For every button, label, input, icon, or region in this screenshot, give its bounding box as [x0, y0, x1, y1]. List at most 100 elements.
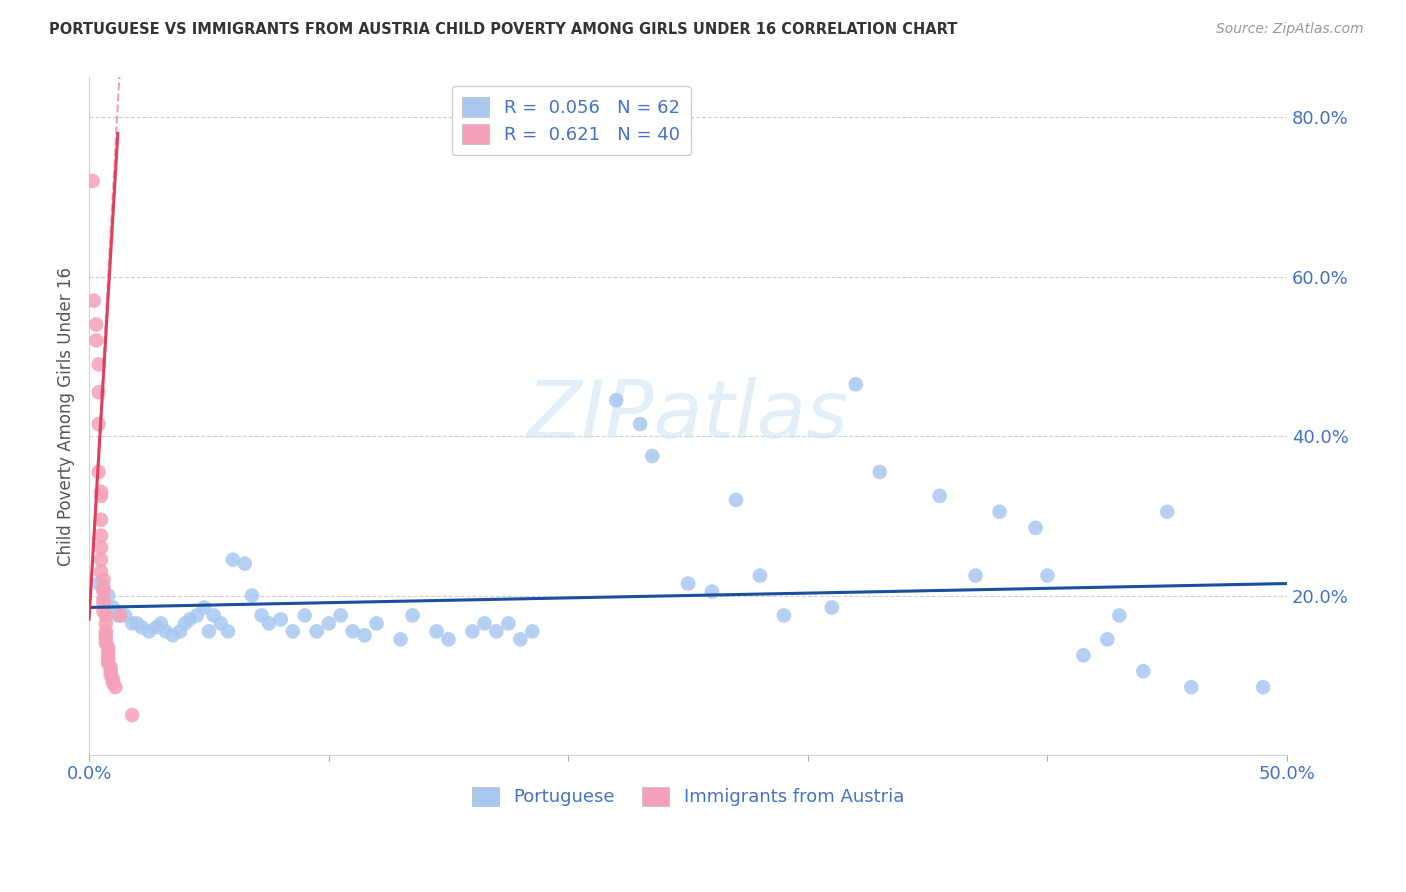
- Point: [1180, 680, 1202, 694]
- Point: [498, 616, 520, 631]
- Point: [83, 293, 105, 308]
- Point: [401, 608, 423, 623]
- Point: [845, 377, 868, 392]
- Point: [107, 608, 129, 623]
- Point: [97, 652, 120, 666]
- Point: [821, 600, 844, 615]
- Point: [700, 584, 723, 599]
- Point: [1073, 648, 1095, 663]
- Point: [641, 449, 664, 463]
- Point: [93, 581, 115, 595]
- Point: [94, 616, 117, 631]
- Point: [928, 489, 950, 503]
- Point: [676, 576, 699, 591]
- Point: [250, 608, 273, 623]
- Point: [318, 616, 340, 631]
- Point: [90, 565, 112, 579]
- Point: [509, 632, 531, 647]
- Point: [1251, 680, 1274, 694]
- Point: [169, 624, 191, 639]
- Point: [174, 616, 197, 631]
- Point: [198, 624, 221, 639]
- Point: [773, 608, 796, 623]
- Point: [94, 636, 117, 650]
- Point: [437, 632, 460, 647]
- Point: [1097, 632, 1119, 647]
- Point: [724, 492, 747, 507]
- Point: [94, 624, 117, 639]
- Point: [93, 573, 115, 587]
- Point: [353, 628, 375, 642]
- Point: [233, 557, 256, 571]
- Point: [342, 624, 364, 639]
- Point: [121, 708, 143, 723]
- Point: [145, 620, 167, 634]
- Point: [93, 592, 115, 607]
- Point: [217, 624, 239, 639]
- Point: [87, 576, 110, 591]
- Point: [90, 484, 112, 499]
- Text: Source: ZipAtlas.com: Source: ZipAtlas.com: [1216, 22, 1364, 37]
- Point: [82, 174, 104, 188]
- Point: [988, 505, 1011, 519]
- Point: [474, 616, 496, 631]
- Point: [1132, 664, 1154, 678]
- Legend: Portuguese, Immigrants from Austria: Portuguese, Immigrants from Austria: [465, 780, 911, 814]
- Point: [101, 676, 124, 690]
- Point: [125, 616, 148, 631]
- Point: [93, 604, 115, 618]
- Y-axis label: Child Poverty Among Girls Under 16: Child Poverty Among Girls Under 16: [58, 267, 75, 566]
- Point: [202, 608, 225, 623]
- Point: [1024, 521, 1046, 535]
- Point: [90, 552, 112, 566]
- Point: [305, 624, 328, 639]
- Point: [1036, 568, 1059, 582]
- Point: [209, 616, 232, 631]
- Point: [485, 624, 508, 639]
- Point: [281, 624, 304, 639]
- Point: [121, 616, 143, 631]
- Point: [90, 541, 112, 555]
- Point: [114, 608, 136, 623]
- Point: [84, 334, 107, 348]
- Point: [461, 624, 484, 639]
- Point: [87, 465, 110, 479]
- Point: [149, 616, 172, 631]
- Point: [186, 608, 208, 623]
- Point: [100, 668, 122, 682]
- Point: [605, 393, 627, 408]
- Point: [94, 608, 117, 623]
- Point: [104, 680, 127, 694]
- Point: [94, 628, 117, 642]
- Point: [131, 620, 153, 634]
- Point: [101, 672, 124, 686]
- Point: [90, 513, 112, 527]
- Point: [240, 589, 263, 603]
- Point: [179, 612, 201, 626]
- Point: [1156, 505, 1178, 519]
- Point: [329, 608, 352, 623]
- Point: [100, 660, 122, 674]
- Point: [138, 624, 160, 639]
- Point: [97, 648, 120, 663]
- Point: [222, 552, 245, 566]
- Point: [257, 616, 280, 631]
- Point: [425, 624, 447, 639]
- Point: [749, 568, 772, 582]
- Point: [294, 608, 316, 623]
- Point: [522, 624, 544, 639]
- Point: [270, 612, 292, 626]
- Point: [84, 318, 107, 332]
- Point: [94, 632, 117, 647]
- Text: ZIPatlas: ZIPatlas: [527, 377, 849, 455]
- Point: [193, 600, 215, 615]
- Point: [162, 628, 184, 642]
- Point: [87, 417, 110, 431]
- Point: [1108, 608, 1130, 623]
- Point: [155, 624, 177, 639]
- Point: [110, 608, 132, 623]
- Point: [87, 357, 110, 371]
- Point: [97, 640, 120, 655]
- Point: [97, 657, 120, 671]
- Point: [100, 664, 122, 678]
